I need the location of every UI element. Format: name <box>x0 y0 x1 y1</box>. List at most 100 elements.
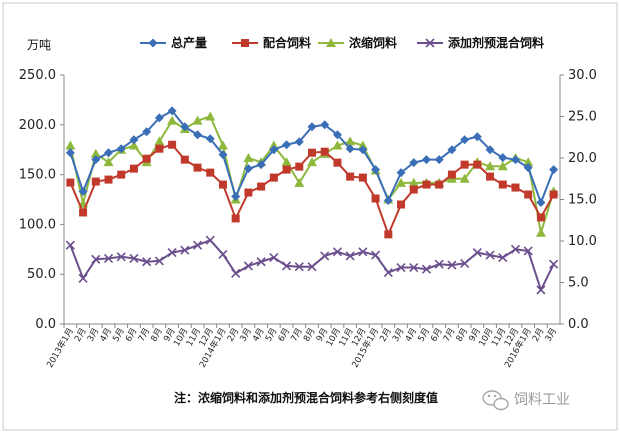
data-point <box>472 248 482 258</box>
right-tick-label: 0.0 <box>568 317 589 332</box>
data-point <box>485 145 495 155</box>
data-point <box>167 115 178 125</box>
data-point <box>332 140 343 150</box>
data-point <box>332 247 343 257</box>
data-point <box>243 164 253 174</box>
axes: 0.0 50.0 100.0 150.0 200.0 250.0 0.0 5.0 10.0 15.… <box>19 68 597 370</box>
data-point <box>320 147 329 156</box>
left-tick-label: 200.0 <box>19 118 56 133</box>
data-point <box>231 192 241 202</box>
watermark-text: 饲料工业 <box>514 392 570 408</box>
data-point <box>459 173 470 183</box>
data-point <box>460 135 470 145</box>
data-point <box>536 197 546 207</box>
data-point <box>79 208 88 217</box>
data-point <box>383 195 393 205</box>
data-point <box>104 148 114 158</box>
data-point <box>345 144 355 154</box>
legend-label: 配合饲料 <box>263 35 311 50</box>
left-tick-label: 150.0 <box>19 168 56 183</box>
data-point <box>142 154 151 163</box>
data-point <box>205 134 215 144</box>
data-point <box>549 259 559 269</box>
data-point <box>256 160 266 170</box>
left-tick-label: 100.0 <box>19 217 56 232</box>
data-point <box>460 160 469 169</box>
data-point <box>435 180 444 189</box>
series-4 <box>65 235 559 295</box>
data-point <box>357 140 368 150</box>
right-tick-label: 15.0 <box>568 193 597 208</box>
data-point <box>65 140 76 150</box>
data-point <box>485 250 495 260</box>
data-point <box>78 273 88 283</box>
watermark: 饲料工业 <box>482 390 570 411</box>
data-point <box>269 253 279 263</box>
data-point <box>104 175 113 184</box>
data-point <box>536 213 545 222</box>
data-point <box>371 250 381 260</box>
data-point <box>523 163 533 173</box>
series-2 <box>66 140 558 239</box>
data-point <box>256 257 266 267</box>
data-point <box>346 172 355 181</box>
data-point <box>218 150 228 160</box>
data-point <box>486 172 495 181</box>
data-point <box>193 163 202 172</box>
data-point <box>65 240 75 250</box>
data-point <box>128 140 139 150</box>
data-point <box>320 120 330 130</box>
left-tick-label: 0.0 <box>35 317 56 332</box>
data-point <box>268 140 279 150</box>
data-point <box>90 148 101 158</box>
series-layer <box>65 106 559 295</box>
data-point <box>307 262 317 272</box>
data-point <box>206 168 215 177</box>
data-point <box>333 158 342 167</box>
data-point <box>409 185 418 194</box>
data-point <box>396 262 406 273</box>
legend-marker <box>326 38 336 47</box>
data-point <box>497 161 508 171</box>
right-tick-label: 20.0 <box>568 151 597 166</box>
data-point <box>217 140 228 150</box>
data-point <box>434 155 444 165</box>
data-point <box>180 245 190 255</box>
data-point <box>243 261 253 271</box>
series-1 <box>65 106 559 207</box>
data-point <box>294 177 305 187</box>
data-point <box>535 227 546 237</box>
data-point <box>408 177 419 187</box>
data-point <box>332 130 342 140</box>
data-point <box>511 183 520 192</box>
data-point <box>307 157 317 167</box>
data-point <box>103 253 114 263</box>
legend-item: 添加剂预混合饲料 <box>417 35 544 50</box>
data-point <box>358 145 368 155</box>
legend-marker <box>425 38 435 48</box>
data-point <box>498 253 508 263</box>
data-point <box>510 155 520 165</box>
data-point <box>218 180 227 189</box>
data-point <box>384 230 393 239</box>
data-point <box>129 164 138 173</box>
data-point <box>358 173 367 182</box>
data-point <box>320 251 330 261</box>
y-unit-label: 万吨 <box>27 38 51 52</box>
data-point <box>498 153 508 163</box>
data-point <box>371 165 381 175</box>
data-point <box>308 148 316 157</box>
right-tick-label: 5.0 <box>568 276 589 291</box>
legend-marker <box>148 38 158 48</box>
data-point <box>243 153 254 162</box>
data-point <box>91 254 101 264</box>
legend-label: 浓缩饲料 <box>349 35 397 50</box>
data-point <box>180 155 189 164</box>
data-point <box>307 122 317 132</box>
data-point <box>269 173 278 182</box>
data-point <box>485 161 496 171</box>
data-point <box>154 113 164 123</box>
